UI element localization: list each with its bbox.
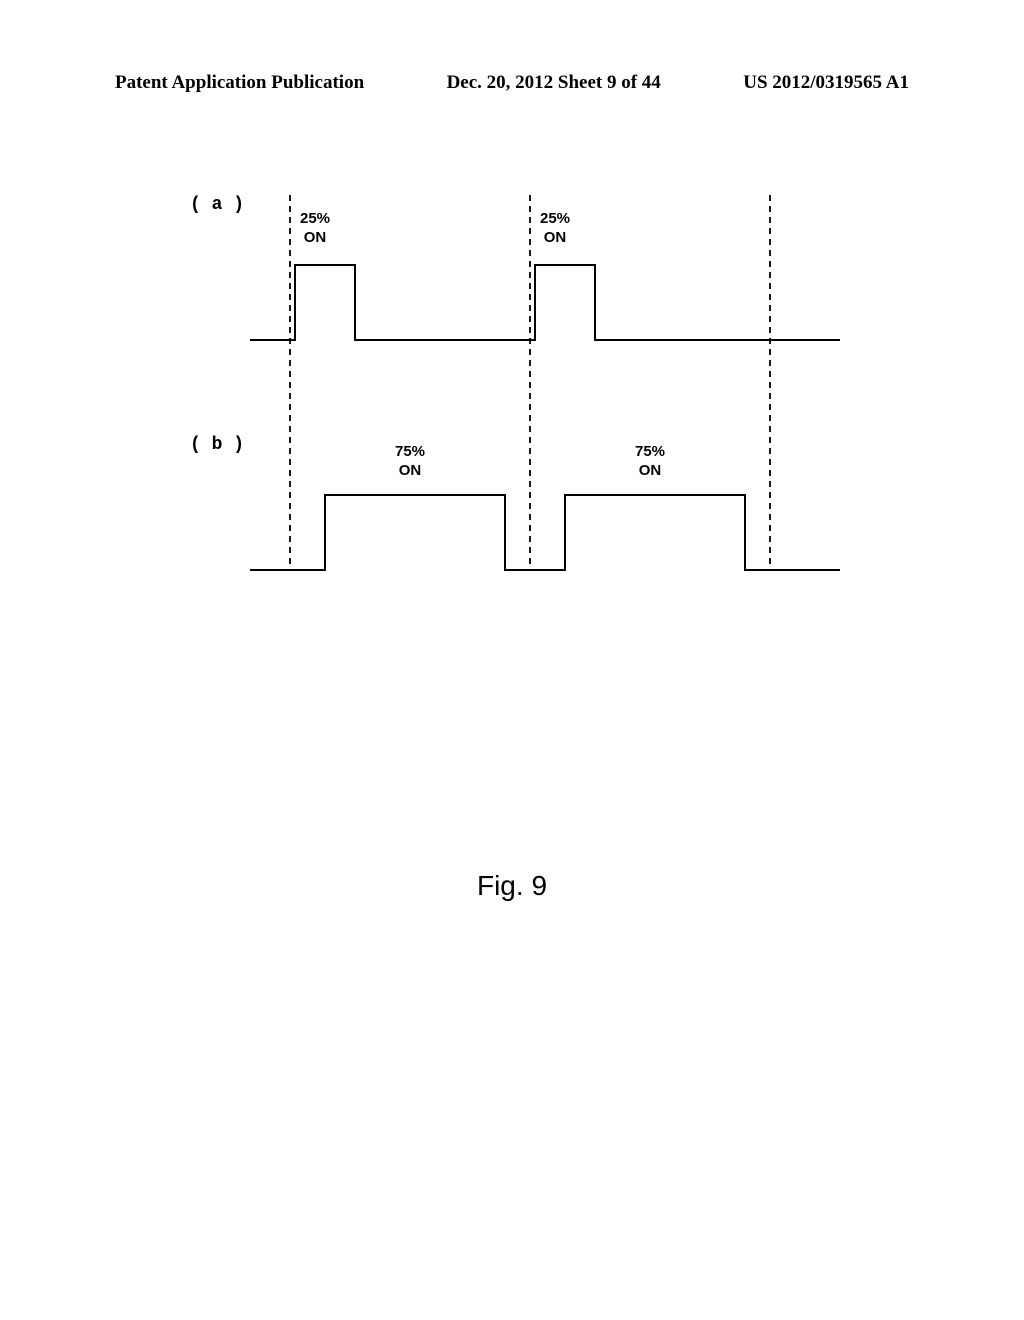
waveform-a (250, 265, 840, 340)
pulse-b-2-on: ON (639, 462, 662, 479)
pulse-a-label-1: 25% ON (300, 210, 330, 248)
header-date-sheet: Dec. 20, 2012 Sheet 9 of 44 (447, 72, 661, 94)
pulse-b-label-1: 75% ON (395, 443, 425, 481)
pulse-a-2-percent: 25% (540, 210, 570, 227)
figure-caption: Fig. 9 (0, 870, 1024, 902)
pulse-a-2-on: ON (544, 229, 567, 246)
pulse-a-1-percent: 25% (300, 210, 330, 227)
pulse-b-1-on: ON (399, 462, 422, 479)
waveform-diagram (160, 180, 860, 660)
pulse-a-1-on: ON (304, 229, 327, 246)
waveform-b (250, 495, 840, 570)
pulse-a-label-2: 25% ON (540, 210, 570, 248)
pulse-b-1-percent: 75% (395, 443, 425, 460)
figure-container: ( a ) ( b ) 25% ON 25% ON 75% ON 75% ON (160, 180, 860, 660)
page-header: Patent Application Publication Dec. 20, … (0, 72, 1024, 94)
header-pub-type: Patent Application Publication (115, 72, 364, 94)
header-pub-number: US 2012/0319565 A1 (743, 72, 909, 94)
pulse-b-2-percent: 75% (635, 443, 665, 460)
pulse-b-label-2: 75% ON (635, 443, 665, 481)
